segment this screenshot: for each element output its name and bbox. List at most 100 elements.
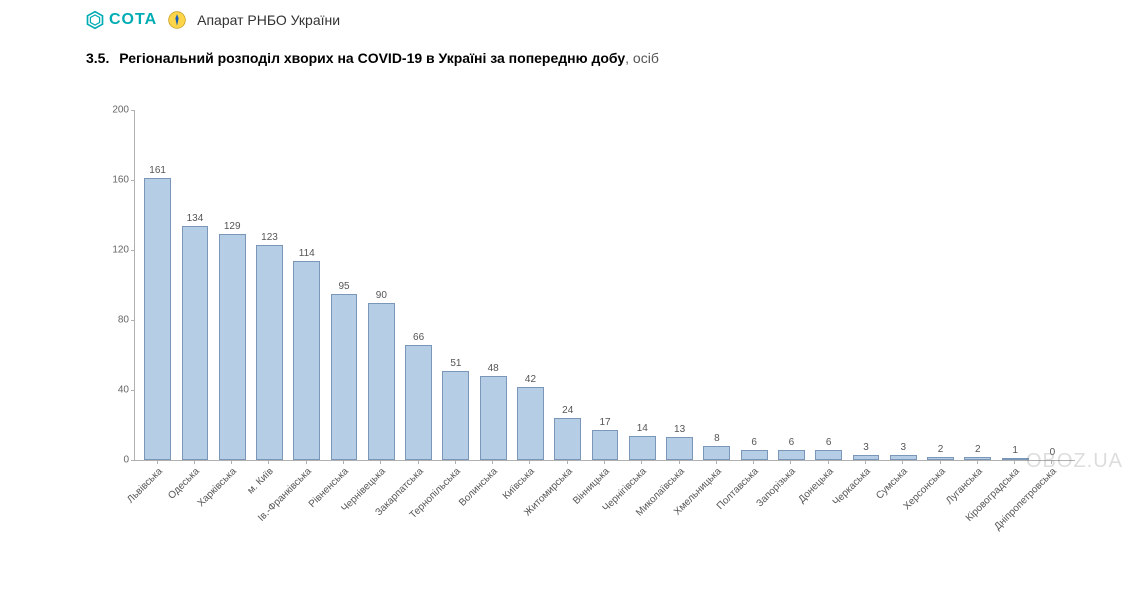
x-label-slot: Житомирська — [548, 460, 585, 580]
chart: 04080120160200 1611341291231149590665148… — [86, 100, 1096, 530]
y-tick-label: 160 — [95, 175, 129, 186]
x-label-slot: Чернігівська — [623, 460, 660, 580]
x-label-slot: Черкаська — [846, 460, 883, 580]
bar-slot: 161 — [139, 110, 176, 460]
bar-slot: 13 — [661, 110, 698, 460]
x-tick-mark — [529, 460, 530, 464]
bar-slot: 95 — [325, 110, 362, 460]
x-tick-mark — [977, 460, 978, 464]
bar-slot: 14 — [624, 110, 661, 460]
bar — [331, 294, 358, 460]
bar-slot: 42 — [512, 110, 549, 460]
bar-value-label: 24 — [562, 405, 573, 416]
x-tick-mark — [716, 460, 717, 464]
bar-slot: 17 — [586, 110, 623, 460]
bar-value-label: 129 — [224, 221, 241, 232]
bar-value-label: 2 — [938, 444, 944, 455]
x-label-slot: м. Київ — [250, 460, 287, 580]
x-tick-mark — [306, 460, 307, 464]
bar — [741, 450, 768, 461]
bar-value-label: 134 — [187, 213, 204, 224]
x-tick-mark — [380, 460, 381, 464]
x-label-slot: Волинська — [474, 460, 511, 580]
bar-value-label: 51 — [450, 358, 461, 369]
x-label-slot: Рівненська — [324, 460, 361, 580]
bar-value-label: 3 — [863, 442, 869, 453]
bar — [703, 446, 730, 460]
bar-slot: 90 — [363, 110, 400, 460]
x-label-slot: Миколаївська — [660, 460, 697, 580]
bar-value-label: 123 — [261, 232, 278, 243]
x-label-slot: Донецька — [809, 460, 846, 580]
bar-slot: 8 — [698, 110, 735, 460]
bar-value-label: 95 — [338, 281, 349, 292]
x-tick-mark — [268, 460, 269, 464]
header: COTA Апарат РНБО України — [0, 0, 1131, 30]
x-label-slot: Хмельницька — [697, 460, 734, 580]
bars-container: 1611341291231149590665148422417141386663… — [135, 110, 1075, 460]
bar-slot: 6 — [810, 110, 847, 460]
bar-slot: 3 — [885, 110, 922, 460]
org-title: Апарат РНБО України — [197, 12, 340, 28]
bar-value-label: 42 — [525, 374, 536, 385]
bar-value-label: 1 — [1012, 445, 1018, 456]
x-tick-mark — [418, 460, 419, 464]
y-tick-label: 200 — [95, 105, 129, 116]
bar — [293, 261, 320, 461]
bar-slot: 6 — [736, 110, 773, 460]
x-label: м. Київ — [246, 466, 276, 496]
bar — [480, 376, 507, 460]
x-label-slot: Одеська — [175, 460, 212, 580]
bar — [629, 436, 656, 461]
x-label: Львівська — [125, 466, 165, 506]
x-label-slot: Тернопільська — [436, 460, 473, 580]
bar — [815, 450, 842, 461]
bar-slot: 6 — [773, 110, 810, 460]
bar-value-label: 8 — [714, 433, 720, 444]
bar-slot: 123 — [251, 110, 288, 460]
bar-slot: 2 — [922, 110, 959, 460]
bar-slot: 2 — [959, 110, 996, 460]
bar-value-label: 6 — [789, 437, 795, 448]
x-label-slot: Київська — [511, 460, 548, 580]
x-labels: ЛьвівськаОдеськаХарківськам. КиївІв.-Фра… — [134, 460, 1074, 580]
bar — [666, 437, 693, 460]
bar — [405, 345, 432, 461]
x-tick-mark — [492, 460, 493, 464]
x-tick-mark — [641, 460, 642, 464]
bar-value-label: 17 — [599, 417, 610, 428]
x-tick-mark — [940, 460, 941, 464]
x-tick-mark — [343, 460, 344, 464]
x-tick-mark — [455, 460, 456, 464]
bar-slot: 0 — [1034, 110, 1071, 460]
y-tick-label: 80 — [95, 315, 129, 326]
y-tick-label: 120 — [95, 245, 129, 256]
x-label-slot: Харківська — [213, 460, 250, 580]
x-label-slot: Луганська — [958, 460, 995, 580]
bar-slot: 66 — [400, 110, 437, 460]
x-tick-mark — [902, 460, 903, 464]
x-label-slot: Запорізька — [772, 460, 809, 580]
x-label-slot: Львівська — [138, 460, 175, 580]
bar — [778, 450, 805, 461]
section-unit: , осіб — [625, 50, 659, 66]
bar-value-label: 13 — [674, 424, 685, 435]
x-label-slot: Херсонська — [921, 460, 958, 580]
bar-value-label: 161 — [149, 165, 166, 176]
plot-area: 04080120160200 1611341291231149590665148… — [134, 110, 1075, 461]
y-tick-label: 40 — [95, 385, 129, 396]
x-label-slot: Ів.-Франківська — [287, 460, 324, 580]
x-label-slot: Дніпропетровська — [1033, 460, 1070, 580]
x-tick-mark — [1014, 460, 1015, 464]
watermark: OBOZ.UA — [1026, 450, 1123, 473]
x-tick-mark — [604, 460, 605, 464]
section-number: 3.5. — [86, 50, 109, 66]
bar-slot: 51 — [437, 110, 474, 460]
x-tick-mark — [865, 460, 866, 464]
bar — [144, 178, 171, 460]
emblem-icon — [167, 10, 187, 30]
bar-value-label: 3 — [900, 442, 906, 453]
bar-slot: 3 — [847, 110, 884, 460]
x-tick-mark — [567, 460, 568, 464]
bar-slot: 129 — [214, 110, 251, 460]
